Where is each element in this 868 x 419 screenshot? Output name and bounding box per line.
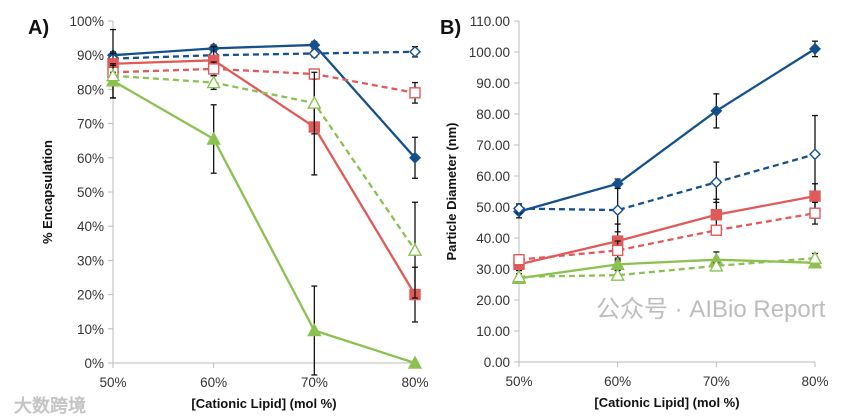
series-red-dashed: [107, 61, 421, 104]
series-line: [112, 50, 416, 60]
data-point-triangle: [511, 269, 527, 283]
x-tick-label: 60%: [200, 375, 227, 390]
series-blue-solid: [107, 38, 421, 179]
series-line: [112, 79, 416, 365]
data-point-square: [611, 244, 624, 257]
x-tick-label: 80%: [401, 375, 428, 390]
data-point-diamond: [308, 47, 321, 60]
data-point-square: [710, 224, 723, 236]
data-point-triangle: [206, 75, 221, 89]
series-line: [112, 74, 416, 251]
series-line: [518, 153, 816, 212]
data-point-triangle: [206, 131, 221, 145]
series-red-solid: [107, 28, 421, 323]
data-point-square: [809, 207, 821, 219]
x-tick-label: 80%: [801, 374, 828, 389]
data-point-square: [710, 209, 723, 221]
data-point-square: [207, 63, 220, 75]
data-point-diamond: [710, 104, 723, 117]
series-red-solid: [513, 183, 821, 272]
series-green-dashed: [511, 250, 823, 283]
data-point-triangle: [105, 68, 121, 82]
y-tick-label: 20.00: [476, 293, 510, 308]
y-tick-label: 10%: [77, 322, 104, 337]
y-tick-label: 10.00: [476, 324, 510, 339]
y-tick-label: 70%: [77, 117, 104, 132]
data-point-square: [409, 87, 421, 99]
data-point-square: [513, 253, 525, 266]
data-point-diamond: [409, 151, 421, 164]
y-tick-label: 70.00: [476, 138, 510, 153]
x-tick-label: 70%: [703, 374, 730, 389]
data-point-triangle: [807, 250, 823, 264]
y-tick-label: 30.00: [476, 262, 510, 277]
data-point-triangle: [610, 267, 625, 281]
x-tick-label: 70%: [301, 375, 328, 390]
series-line: [518, 47, 816, 213]
x-axis-label: [Cationic Lipid] (mol %): [191, 396, 336, 411]
chart-panel-a: 0% 10% 20% 30% 40% 50% 60% 70% 80% 90% 100% 50% 60% 7…: [28, 14, 429, 411]
data-point-triangle: [407, 355, 423, 369]
x-axis-label: [Cationic Lipid] (mol %): [594, 395, 739, 410]
series-blue-dashed: [513, 114, 821, 233]
x-tick-label: 50%: [505, 374, 532, 389]
x-tick-label: 60%: [604, 374, 631, 389]
data-point-triangle: [407, 242, 423, 256]
chart-panel-b: 0.00 10.00 20.00 30.00 40.00 50.00 60.00 70.00 8…: [440, 14, 829, 410]
series-green-dashed: [105, 68, 423, 299]
y-tick-label: 20%: [77, 288, 104, 303]
data-point-diamond: [611, 204, 624, 217]
y-tick-label: 90.00: [476, 76, 510, 91]
data-point-triangle: [307, 323, 322, 337]
y-tick-label: 40%: [77, 219, 104, 234]
panel-label: A): [28, 17, 49, 39]
series-red-dashed: [513, 201, 821, 266]
series-line: [112, 43, 416, 159]
y-tick-label: 0%: [84, 356, 104, 371]
y-tick-label: 100%: [69, 14, 104, 29]
y-tick-label: 50%: [77, 185, 104, 200]
data-point-square: [809, 190, 821, 202]
y-tick-label: 110.00: [470, 14, 510, 29]
y-tick-label: 60%: [77, 151, 104, 166]
x-tick-label: 50%: [99, 375, 126, 390]
y-tick-label: 50.00: [476, 200, 510, 215]
series-line: [112, 59, 416, 296]
y-axis-label: Particle Diameter (nm): [444, 123, 459, 261]
y-tick-label: 30%: [77, 253, 104, 268]
data-point-triangle: [709, 258, 724, 272]
data-point-diamond: [513, 202, 525, 215]
data-point-diamond: [710, 176, 723, 189]
series-line: [112, 67, 416, 94]
data-point-triangle: [307, 95, 322, 109]
data-point-diamond: [809, 148, 821, 161]
series-blue-solid: [513, 40, 821, 219]
y-tick-label: 100.00: [469, 45, 510, 60]
y-tick-label: 60.00: [476, 169, 510, 184]
data-point-diamond: [409, 45, 421, 58]
y-tick-label: 0.00: [484, 355, 510, 370]
data-point-diamond: [809, 42, 821, 55]
series-line: [518, 195, 816, 266]
y-tick-label: 80%: [77, 82, 104, 97]
panel-label: B): [440, 17, 461, 39]
y-axis-label: % Encapsulation: [40, 140, 55, 244]
y-tick-label: 80.00: [476, 107, 510, 122]
series-line: [518, 258, 816, 280]
y-tick-label: 90%: [77, 48, 104, 63]
y-tick-label: 40.00: [476, 231, 510, 246]
